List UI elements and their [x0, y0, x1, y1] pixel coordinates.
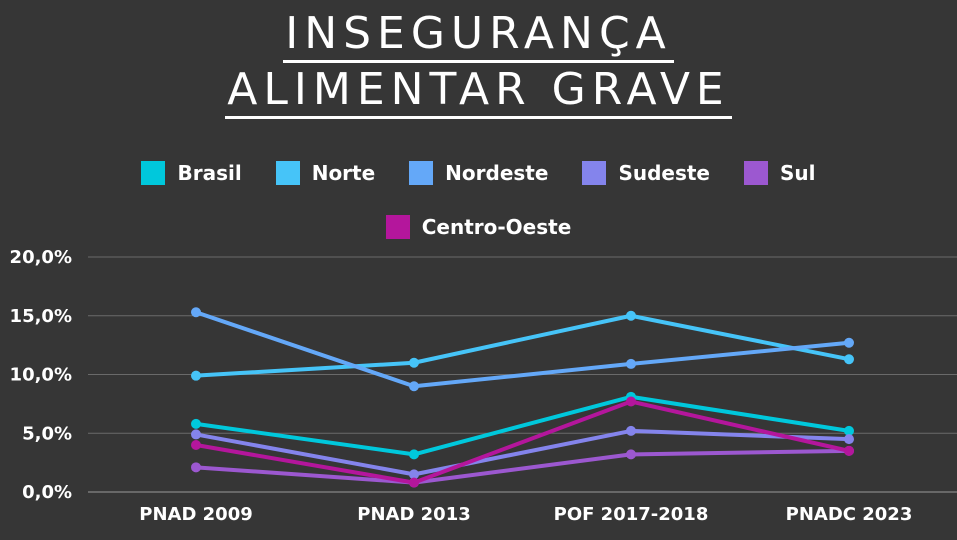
legend-label-nordeste: Nordeste: [445, 161, 549, 185]
x-tick-label: PNAD 2013: [357, 504, 471, 525]
data-point-sul: [191, 462, 201, 473]
legend-label-centro-oeste: Centro-Oeste: [421, 215, 572, 239]
legend-label-norte: Norte: [311, 161, 376, 185]
data-point-centro-oeste: [844, 445, 854, 456]
data-point-nordeste: [409, 381, 419, 392]
y-tick-label: 5,0%: [22, 423, 72, 444]
legend: Brasil Norte Nordeste Sudeste Sul Centro…: [0, 158, 957, 266]
data-point-brasil: [409, 449, 419, 460]
data-point-brasil: [844, 425, 854, 436]
data-point-nordeste: [844, 337, 854, 348]
data-point-sudeste: [409, 469, 419, 480]
data-point-norte: [844, 354, 854, 365]
legend-item-sul: Sul: [744, 161, 816, 185]
data-point-norte: [626, 310, 636, 321]
legend-swatch-centro-oeste: [385, 215, 410, 239]
series-line-norte: [194, 313, 851, 378]
legend-label-brasil: Brasil: [177, 161, 242, 185]
data-point-sudeste: [191, 429, 201, 440]
series-line-sul: [194, 448, 851, 485]
series-line-brasil: [194, 394, 851, 457]
legend-swatch-sudeste: [582, 161, 607, 185]
data-point-norte: [191, 370, 201, 381]
y-tick-label: 0,0%: [22, 482, 72, 503]
y-tick-label: 10,0%: [10, 365, 72, 386]
legend-item-nordeste: Nordeste: [409, 161, 548, 185]
legend-swatch-sul: [744, 161, 768, 185]
x-tick-label: PNAD 2009: [139, 504, 253, 525]
legend-item-norte: Norte: [275, 161, 376, 185]
legend-item-sudeste: Sudeste: [582, 161, 710, 185]
data-point-nordeste: [626, 358, 636, 369]
legend-swatch-nordeste: [409, 161, 434, 185]
legend-item-centro-oeste: Centro-Oeste: [385, 215, 572, 239]
legend-swatch-brasil: [141, 161, 166, 185]
series-line-centro-oeste: [194, 399, 851, 485]
x-tick-label: PNADC 2023: [786, 504, 913, 525]
legend-label-sudeste: Sudeste: [618, 161, 710, 185]
data-point-sudeste: [626, 425, 636, 436]
legend-row-1: Brasil Norte Nordeste Sudeste Sul: [0, 158, 957, 188]
x-tick-label: POF 2017-2018: [554, 504, 709, 525]
legend-row-2: Centro-Oeste: [0, 212, 957, 242]
data-point-centro-oeste: [409, 477, 419, 488]
data-point-brasil: [191, 418, 201, 429]
data-point-centro-oeste: [191, 440, 201, 450]
legend-item-brasil: Brasil: [141, 161, 242, 185]
legend-label-sul: Sul: [780, 161, 816, 185]
y-tick-label: 15,0%: [10, 306, 72, 327]
title-line-2: ALIMENTAR GRAVE: [225, 64, 732, 119]
data-point-norte: [409, 357, 419, 368]
data-point-nordeste: [191, 307, 201, 318]
data-point-sudeste: [844, 434, 854, 445]
y-tick-label: 20,0%: [10, 247, 72, 268]
title-line-1: INSEGURANÇA: [283, 8, 674, 63]
data-point-sul: [626, 449, 636, 460]
chart-title: INSEGURANÇA ALIMENTAR GRAVE: [0, 8, 957, 120]
series-line-sudeste: [194, 428, 851, 477]
series-line-nordeste: [194, 310, 851, 389]
legend-swatch-norte: [275, 161, 300, 185]
data-point-centro-oeste: [626, 396, 636, 407]
